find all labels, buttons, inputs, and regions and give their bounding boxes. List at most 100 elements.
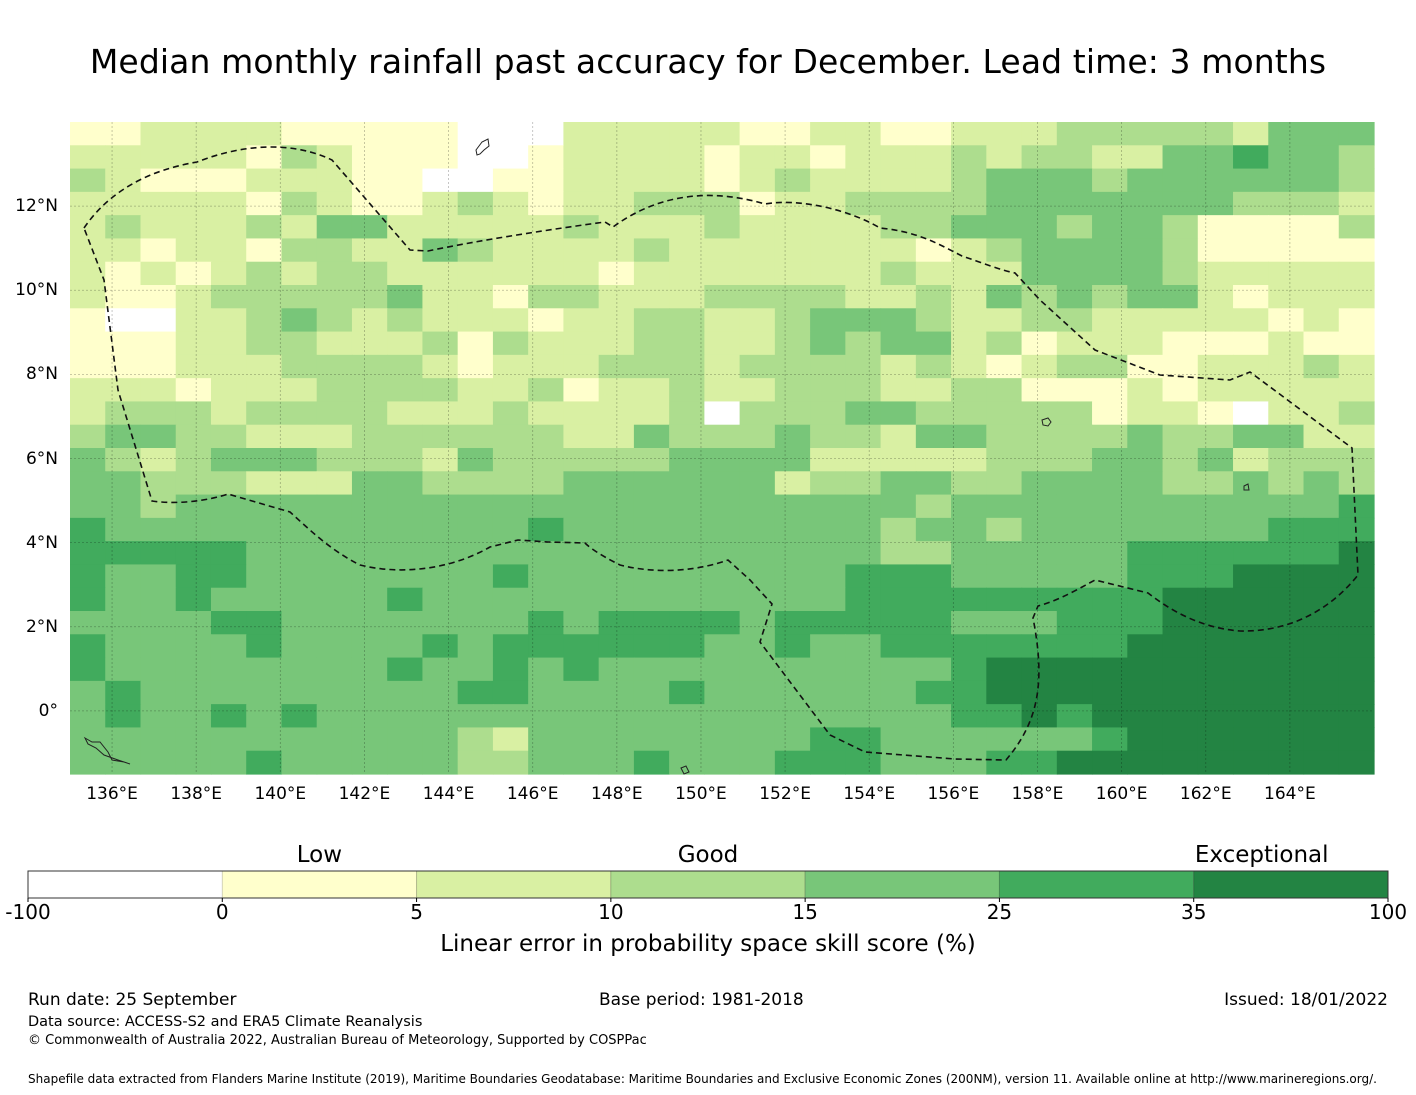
heatmap-cell xyxy=(528,215,564,240)
heatmap-cell xyxy=(1197,611,1234,635)
heatmap-cell xyxy=(140,541,177,566)
heatmap-cell xyxy=(704,750,741,775)
heatmap-cell xyxy=(598,704,635,729)
heatmap-cell xyxy=(739,634,776,659)
heatmap-cell xyxy=(351,424,388,449)
heatmap-cell xyxy=(880,261,917,286)
heatmap-cell xyxy=(528,587,564,612)
heatmap-cell xyxy=(915,354,952,379)
heatmap-cell xyxy=(915,238,952,263)
heatmap-cell xyxy=(1338,448,1375,472)
heatmap-cell xyxy=(175,401,212,426)
heatmap-cell xyxy=(387,285,424,309)
heatmap-cell xyxy=(70,680,106,705)
heatmap-cell xyxy=(986,611,1023,635)
heatmap-cell xyxy=(1127,122,1164,146)
heatmap-cell xyxy=(387,727,424,752)
heatmap-cell xyxy=(422,448,459,472)
heatmap-cell xyxy=(246,564,283,589)
heatmap-cell xyxy=(845,541,882,566)
heatmap-cell xyxy=(774,191,811,216)
heatmap-cell xyxy=(457,494,494,519)
heatmap-cell xyxy=(880,424,917,449)
heatmap-cell xyxy=(1268,448,1305,472)
heatmap-cell xyxy=(457,634,494,659)
heatmap-cell xyxy=(1338,145,1375,170)
heatmap-cell xyxy=(598,285,635,309)
heatmap-cell xyxy=(633,657,670,682)
heatmap-cell xyxy=(281,564,318,589)
heatmap-cell xyxy=(1162,657,1199,682)
heatmap-cell xyxy=(70,354,106,379)
heatmap-cell xyxy=(351,145,388,170)
heatmap-cell xyxy=(915,517,952,542)
y-tick-label: 12°N xyxy=(15,196,58,217)
heatmap-cell xyxy=(739,122,776,146)
heatmap-cell xyxy=(1268,191,1305,216)
heatmap-cell xyxy=(70,448,106,472)
heatmap-cell xyxy=(774,750,811,775)
heatmap-cell xyxy=(704,611,741,635)
heatmap-cell xyxy=(633,541,670,566)
heatmap-cell xyxy=(1268,285,1305,309)
heatmap-cell xyxy=(246,168,283,193)
heatmap-cell xyxy=(1338,727,1375,752)
heatmap-cell xyxy=(704,285,741,309)
heatmap-cell xyxy=(739,261,776,286)
y-tick-label: 0° xyxy=(38,700,58,721)
heatmap-cell xyxy=(1127,424,1164,449)
heatmap-cell xyxy=(845,354,882,379)
heatmap-cell xyxy=(1021,191,1058,216)
eez-boundary xyxy=(83,146,1359,761)
heatmap-cell xyxy=(316,704,353,729)
heatmap-cell xyxy=(1338,331,1375,356)
heatmap-cell xyxy=(1233,541,1269,566)
heatmap-cell xyxy=(598,191,635,216)
heatmap-cell xyxy=(1268,122,1305,146)
x-tick-label: 148°E xyxy=(590,784,643,804)
heatmap-cell xyxy=(563,238,600,263)
heatmap-cell xyxy=(105,564,142,589)
heatmap-cell xyxy=(210,727,247,752)
heatmap-cell xyxy=(528,727,564,752)
heatmap-cell xyxy=(316,471,353,496)
y-tick-label: 6°N xyxy=(25,448,58,469)
heatmap-cell xyxy=(704,238,741,263)
heatmap-cell xyxy=(1197,122,1234,146)
heatmap-cell xyxy=(281,494,318,519)
heatmap-cell xyxy=(845,168,882,193)
heatmap-cell xyxy=(492,354,529,379)
heatmap-cell xyxy=(1233,471,1269,496)
heatmap-cell xyxy=(175,634,212,659)
heatmap-cell xyxy=(175,238,212,263)
heatmap-cell xyxy=(563,727,600,752)
heatmap-cell xyxy=(598,727,635,752)
heatmap-cell xyxy=(669,494,705,519)
heatmap-cell xyxy=(845,238,882,263)
heatmap-cell xyxy=(1197,471,1234,496)
heatmap-cell xyxy=(528,680,564,705)
heatmap-cell xyxy=(1127,541,1164,566)
heatmap-cell xyxy=(563,634,600,659)
heatmap-cell xyxy=(739,238,776,263)
heatmap-cell xyxy=(986,191,1023,216)
heatmap-cell xyxy=(457,261,494,286)
heatmap-cell xyxy=(422,564,459,589)
heatmap-cell xyxy=(986,238,1023,263)
heatmap-cell xyxy=(281,215,318,240)
heatmap-cell xyxy=(810,378,846,403)
heatmap-cell xyxy=(316,191,353,216)
heatmap-cell xyxy=(1303,704,1340,729)
heatmap-cell xyxy=(387,680,424,705)
heatmap-cell xyxy=(845,331,882,356)
x-tick-label: 136°E xyxy=(86,784,138,804)
heatmap-cell xyxy=(70,145,106,170)
heatmap-cell xyxy=(915,587,952,612)
heatmap-cell xyxy=(492,587,529,612)
heatmap-cell xyxy=(986,424,1023,449)
heatmap-cell xyxy=(845,494,882,519)
heatmap-cell xyxy=(986,587,1023,612)
heatmap-cell xyxy=(1056,122,1093,146)
heatmap-cell xyxy=(951,215,987,240)
heatmap-cell xyxy=(1162,448,1199,472)
